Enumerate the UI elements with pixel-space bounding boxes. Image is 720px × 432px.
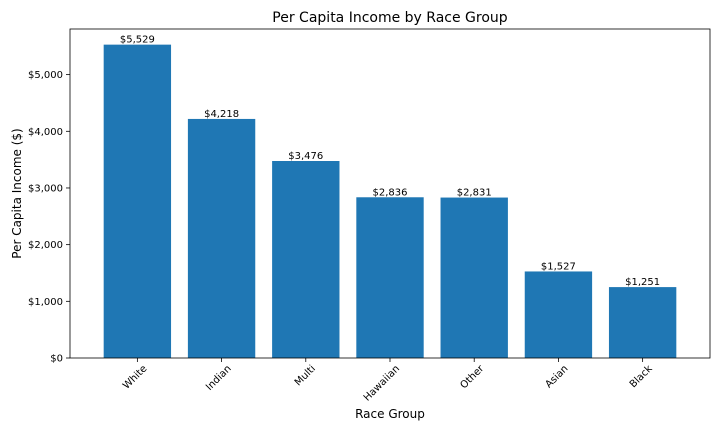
bar-black [608, 287, 677, 358]
bar-indian [187, 118, 256, 358]
x-axis: White Indian Multi Hawaiian Other Asian Black [121, 358, 655, 404]
x-tick-label-multi: Multi [293, 363, 318, 388]
plot-frame [69, 28, 711, 359]
y-tick-label-3000: $3,000 [28, 183, 63, 194]
data-label-multi: $3,476 [288, 151, 323, 162]
bar-white [103, 44, 172, 358]
chart-title: Per Capita Income by Race Group [272, 10, 507, 26]
y-tick-label-1000: $1,000 [28, 297, 63, 308]
x-tick-label-indian: Indian [204, 363, 234, 393]
x-tick-label-white: White [121, 363, 149, 391]
bar-hawaiian [356, 197, 424, 358]
x-tick-label-hawaiian: Hawaiian [362, 363, 402, 403]
bar-other [440, 197, 508, 358]
y-tick-label-4000: $4,000 [28, 127, 63, 138]
x-tick-label-black: Black [628, 363, 655, 390]
data-label-indian: $4,218 [204, 109, 239, 120]
data-label-white: $5,529 [120, 35, 155, 46]
bar-multi [272, 161, 340, 358]
x-tick-label-other: Other [458, 363, 486, 391]
y-axis-label: Per Capita Income ($) [10, 128, 24, 258]
data-label-other: $2,831 [457, 188, 492, 199]
y-tick-label-0: $0 [50, 354, 63, 365]
y-axis: $0 $1,000 $2,000 $3,000 $4,000 $5,000 [28, 70, 70, 365]
data-label-hawaiian: $2,836 [373, 187, 408, 198]
x-tick-label-asian: Asian [543, 363, 570, 390]
data-label-asian: $1,527 [541, 261, 576, 272]
y-tick-label-5000: $5,000 [28, 70, 63, 81]
bars-group [103, 44, 677, 358]
data-label-black: $1,251 [625, 277, 660, 288]
x-axis-label: Race Group [355, 407, 425, 421]
bar-asian [524, 271, 593, 358]
y-tick-label-2000: $2,000 [28, 240, 63, 251]
data-labels-group: $5,529 $4,218 $3,476 $2,836 $2,831 $1,527 $1,2… [120, 35, 660, 288]
